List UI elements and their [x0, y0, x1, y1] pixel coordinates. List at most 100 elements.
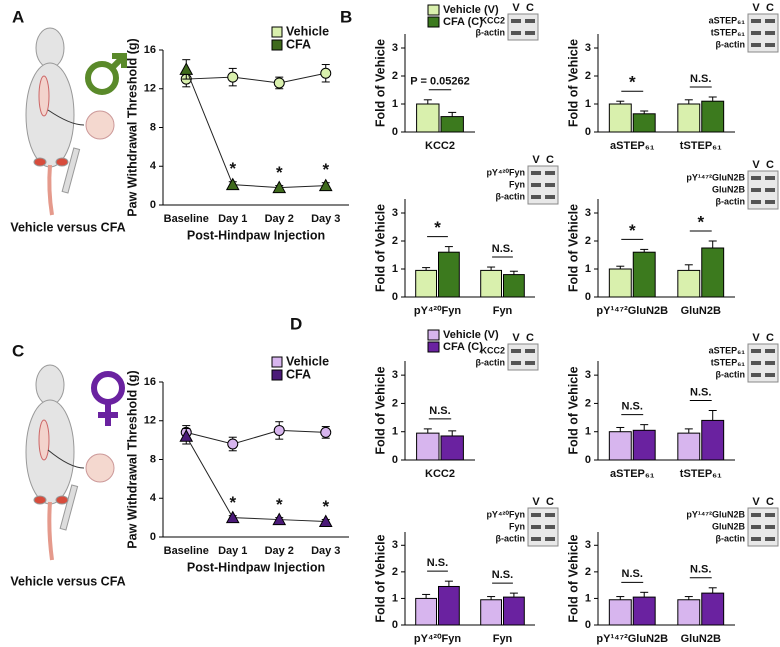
x-tick-label: GluN2B — [681, 633, 721, 645]
blot-lane-label: C — [546, 154, 554, 166]
x-tick-label: pY¹⁴⁷²GluN2B — [596, 633, 668, 645]
y-tick-label: 2 — [585, 235, 591, 247]
y-tick-label: 0 — [150, 531, 156, 543]
blot-lane-label: V — [532, 154, 540, 166]
blot-label: β-actin — [716, 39, 746, 49]
significance: * — [322, 160, 329, 179]
y-tick-label: 0 — [150, 199, 156, 211]
bar — [632, 251, 656, 298]
blot-band — [511, 19, 521, 23]
y-tick-label: 0 — [585, 291, 591, 303]
blot-lane-label: C — [766, 496, 774, 508]
y-tick-label: 0 — [392, 454, 398, 466]
legend-swatch — [427, 341, 440, 353]
blot-lane-label: C — [526, 332, 534, 344]
bar — [415, 269, 438, 298]
marker — [225, 177, 240, 191]
male-symbol — [85, 53, 127, 95]
blot-band — [531, 171, 541, 175]
y-tick-label: 3 — [585, 369, 591, 381]
x-tick-label: Day 3 — [311, 545, 340, 557]
blot-label: β-actin — [476, 27, 506, 37]
legend-swatch — [271, 26, 283, 38]
x-tick-label: Fyn — [493, 633, 513, 645]
blot-band — [751, 43, 761, 47]
x-tick-label: Day 1 — [218, 545, 247, 557]
y-tick-label: 8 — [150, 121, 156, 133]
bar — [440, 116, 464, 133]
blot-label: aSTEP₆₁ — [709, 345, 746, 355]
blot-band — [545, 171, 555, 175]
significance: N.S. — [427, 557, 448, 569]
y-axis-label: Fold of Vehicle — [566, 366, 580, 454]
legend-label: CFA — [286, 367, 311, 381]
y-tick-label: 0 — [392, 126, 398, 138]
x-tick-label: KCC2 — [425, 468, 455, 480]
blot-band — [765, 361, 775, 365]
x-tick-label: tSTEP₆₁ — [680, 140, 722, 152]
legend-label: Vehicle — [286, 24, 329, 38]
blot-label: KCC2 — [480, 15, 505, 25]
blot-band — [525, 361, 535, 365]
x-tick-label: Day 3 — [311, 213, 340, 225]
blot-band — [511, 349, 521, 353]
blot-label: tSTEP₆₁ — [711, 357, 746, 367]
significance: * — [229, 159, 236, 178]
bar — [701, 100, 725, 133]
significance: N.S. — [622, 401, 643, 413]
bar — [416, 103, 440, 133]
y-axis-label: Fold of Vehicle — [566, 39, 580, 127]
blot-band — [765, 31, 775, 35]
blot-lane-label: V — [752, 2, 760, 14]
blot-label: β-actin — [496, 533, 526, 543]
blot-band — [511, 31, 521, 35]
caption: Vehicle versus CFA — [10, 220, 125, 234]
blot-band — [525, 31, 535, 35]
bar — [677, 432, 701, 461]
bar — [608, 268, 632, 298]
bar — [416, 432, 440, 461]
blot-label: pY¹⁴⁷²GluN2B — [686, 172, 745, 182]
female-symbol — [91, 371, 125, 426]
bar — [632, 429, 656, 461]
significance: * — [629, 73, 636, 92]
y-axis-label: Fold of Vehicle — [373, 204, 387, 292]
blot-lane-label: C — [526, 2, 534, 14]
y-tick-label: 3 — [392, 42, 398, 54]
rat-illustration — [25, 27, 115, 216]
blot-band — [765, 513, 775, 517]
x-tick-label: aSTEP₆₁ — [610, 140, 655, 152]
blot — [507, 343, 539, 371]
x-tick-label: aSTEP₆₁ — [610, 468, 655, 480]
significance: N.S. — [622, 568, 643, 580]
blot-band — [545, 183, 555, 187]
x-tick-label: tSTEP₆₁ — [680, 468, 722, 480]
bar — [503, 274, 525, 298]
y-axis-label: Fold of Vehicle — [373, 534, 387, 622]
x-tick-label: GluN2B — [681, 305, 721, 317]
blot-band — [765, 176, 775, 180]
blot-label: GluN2B — [712, 184, 746, 194]
y-tick-label: 1 — [585, 426, 591, 438]
y-axis-label: Fold of Vehicle — [373, 366, 387, 454]
blot-label: KCC2 — [480, 345, 505, 355]
bar — [608, 599, 632, 626]
significance: * — [276, 163, 283, 182]
legend-swatch — [271, 356, 283, 368]
marker — [272, 512, 287, 526]
y-tick-label: 12 — [144, 415, 156, 427]
blot-band — [531, 513, 541, 517]
y-tick-label: 1 — [585, 592, 591, 604]
blot — [507, 13, 539, 41]
x-tick-label: pY⁴²⁰Fyn — [414, 633, 461, 645]
marker — [272, 180, 287, 194]
blot-label: pY⁴²⁰Fyn — [486, 167, 525, 177]
y-tick-label: 2 — [585, 566, 591, 578]
line — [185, 436, 326, 522]
y-tick-label: 0 — [392, 619, 398, 631]
blot-label: pY⁴²⁰Fyn — [486, 509, 525, 519]
rat-illustration — [25, 364, 115, 561]
blot-band — [531, 525, 541, 529]
significance: N.S. — [492, 243, 513, 255]
panel-letter: C — [12, 341, 24, 360]
